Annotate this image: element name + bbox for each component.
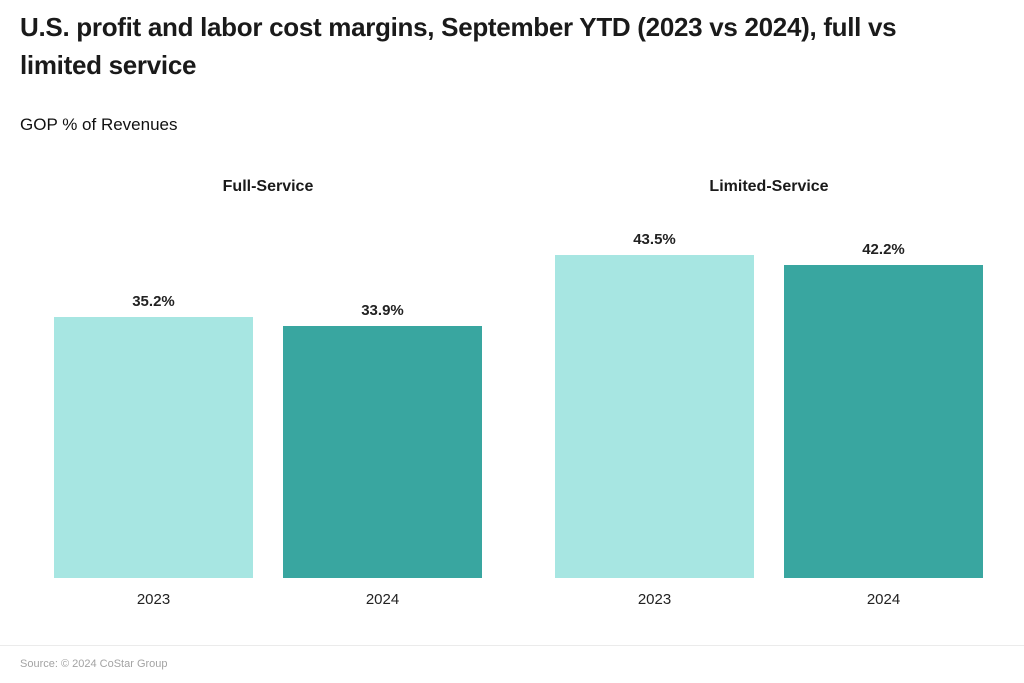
bar-2023 (54, 317, 253, 578)
x-axis-label-2023: 2023 (136, 591, 171, 608)
x-axis-label-2024: 2024 (365, 591, 400, 608)
chart-subtitle: GOP % of Revenues (20, 115, 178, 134)
xlabels-limited-service: 2023 2024 (555, 591, 983, 608)
source-credit: Source: © 2024 CoStar Group (20, 658, 168, 670)
bar-2023 (555, 255, 754, 578)
x-axis-label-2023: 2023 (637, 591, 672, 608)
chart-title-line-1: U.S. profit and labor cost margins, Sept… (20, 12, 897, 42)
bar-column-full-service-2023: 35.2% (54, 293, 253, 578)
x-axis-label-2024: 2024 (866, 591, 901, 608)
panel-title-full-service: Full-Service (222, 178, 314, 195)
bar-chart: Full-Service 35.2% 33.9% 2023 2024 Limited… (54, 178, 983, 608)
bar-value-label: 43.5% (633, 231, 676, 248)
bar-value-label: 33.9% (361, 302, 404, 319)
bar-value-label: 35.2% (132, 293, 175, 310)
bar-value-label: 42.2% (862, 241, 905, 258)
xlabels-full-service: 2023 2024 (54, 591, 482, 608)
bars-full-service: 35.2% 33.9% (54, 198, 482, 578)
bar-2024 (283, 326, 482, 578)
bars-limited-service: 43.5% 42.2% (555, 198, 983, 578)
bar-column-limited-service-2023: 43.5% (555, 231, 754, 578)
bar-column-limited-service-2024: 42.2% (784, 241, 983, 578)
panel-full-service: Full-Service 35.2% 33.9% 2023 2024 (54, 178, 482, 608)
panel-limited-service: Limited-Service 43.5% 42.2% 2023 2024 (555, 178, 983, 608)
panel-title-limited-service: Limited-Service (709, 178, 829, 195)
footer-divider (0, 645, 1024, 646)
chart-title: U.S. profit and labor cost margins, Sept… (20, 8, 1005, 84)
bar-2024 (784, 265, 983, 578)
bar-column-full-service-2024: 33.9% (283, 302, 482, 578)
chart-title-line-2: limited service (20, 50, 197, 80)
